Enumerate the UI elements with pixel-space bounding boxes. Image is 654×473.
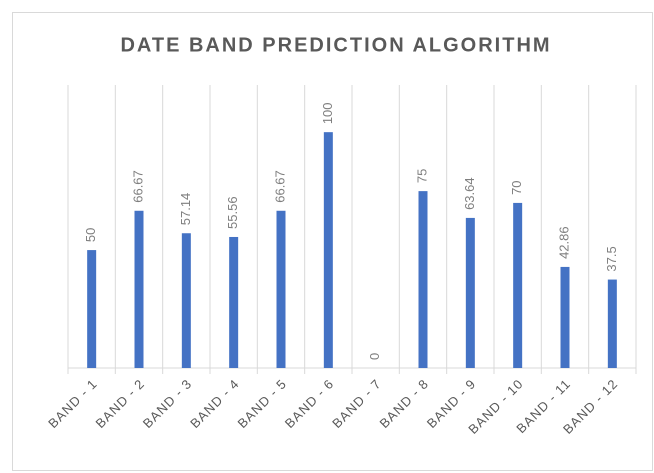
bar (87, 250, 97, 368)
data-label: 0 (367, 353, 382, 360)
data-label: 66.67 (130, 170, 145, 203)
data-label: 55.56 (225, 196, 240, 229)
data-label: 50 (83, 228, 98, 242)
bar (513, 202, 523, 368)
data-label: 100 (320, 102, 335, 124)
bar (181, 233, 191, 368)
data-label: 66.67 (272, 170, 287, 203)
bar (418, 191, 428, 368)
data-label: 42.86 (556, 226, 571, 259)
bar (607, 279, 617, 368)
data-label: 70 (509, 180, 524, 194)
bar (465, 217, 475, 368)
bar (323, 132, 333, 368)
chart-title: DATE BAND PREDICTION ALGORITHM (120, 34, 551, 56)
bar (276, 210, 286, 368)
data-label: 75 (414, 169, 429, 183)
bar (229, 236, 239, 368)
data-label: 63.64 (462, 177, 477, 210)
bar (560, 266, 570, 368)
data-label: 37.5 (604, 246, 619, 271)
bar (134, 210, 144, 368)
data-label: 57.14 (178, 193, 193, 226)
